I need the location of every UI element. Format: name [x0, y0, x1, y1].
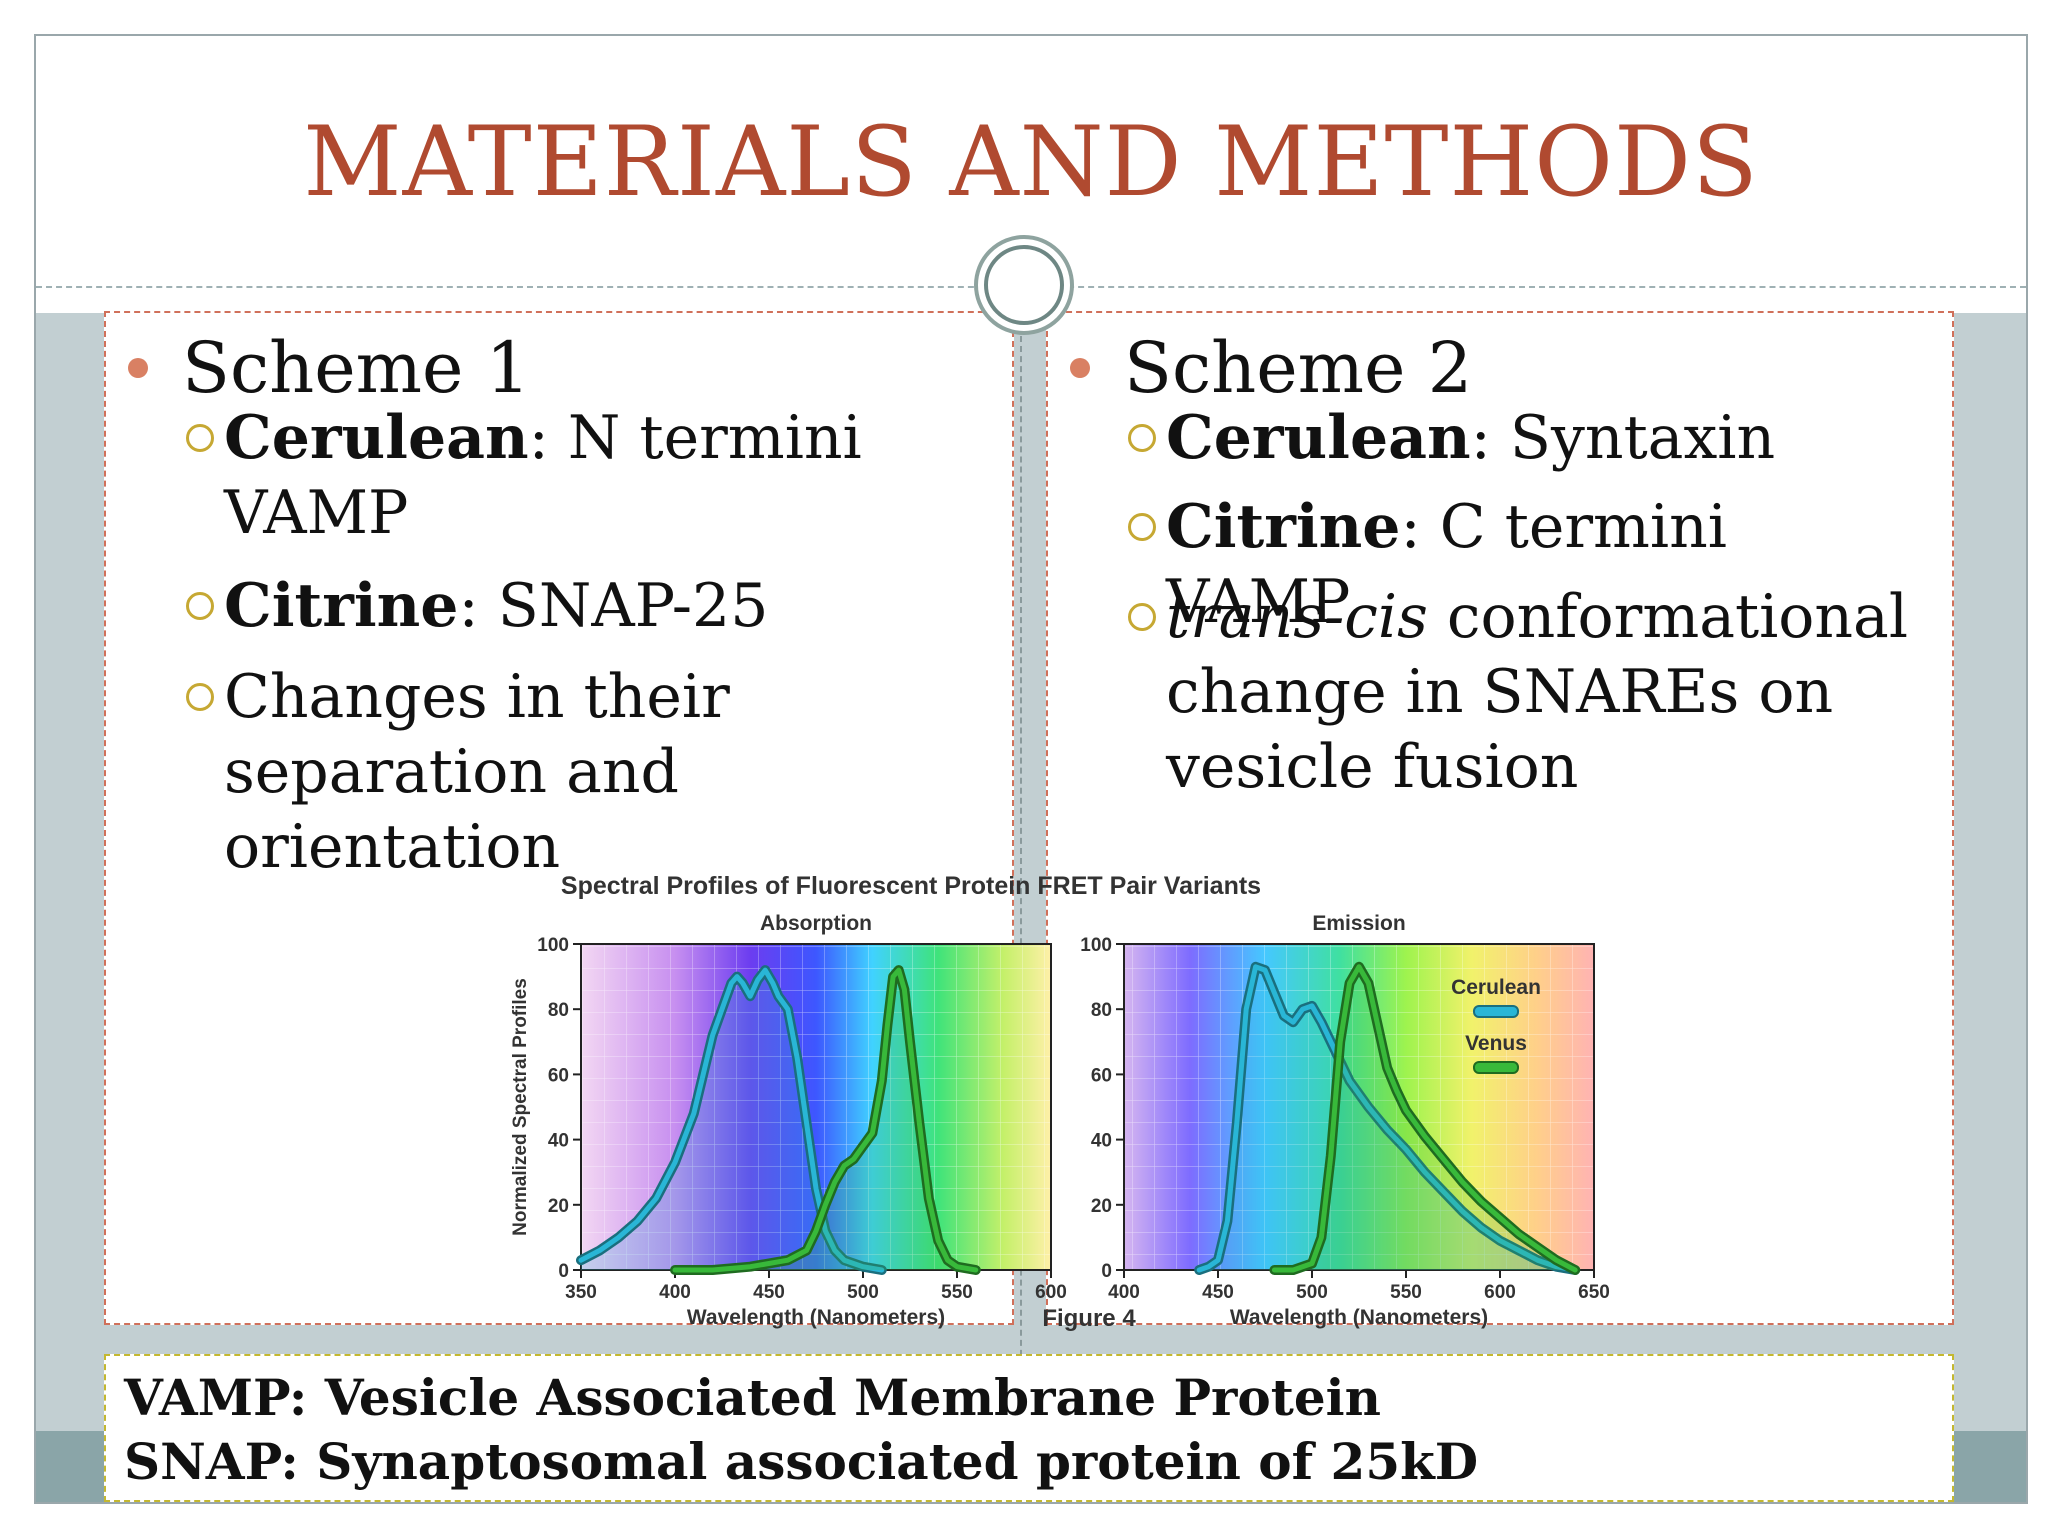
- scheme2-item-text: change in SNAREs on: [1166, 657, 1834, 727]
- header-ring-inner-icon: [984, 245, 1064, 325]
- series-line-venus: [1271, 964, 1578, 1273]
- scheme2-item-text: : C termini VAMP: [1166, 492, 1727, 637]
- bullet-icon: [128, 358, 148, 378]
- scheme1-item-changes: Changes in their separation and orientat…: [224, 660, 984, 885]
- scheme1-item-text: VAMP: [224, 478, 409, 548]
- x-tick-label: 650: [1578, 1282, 1610, 1303]
- citrine-label: Citrine: [1166, 492, 1401, 562]
- y-tick-label: 80: [1091, 1000, 1112, 1021]
- slide: MATERIALS AND METHODS Scheme 1 Cerulean:…: [34, 34, 2028, 1504]
- series-line-venus: [672, 967, 979, 1273]
- absorption-subtitle: Absorption: [760, 912, 872, 935]
- slide-title: MATERIALS AND METHODS: [303, 106, 1759, 218]
- figure-caption: Figure 4: [1042, 1305, 1136, 1332]
- series-area-cerulean: [581, 970, 882, 1270]
- x-tick-label: 600: [1484, 1282, 1516, 1303]
- center-divider: [1020, 336, 1022, 1386]
- bullet-ring-icon: [186, 424, 214, 452]
- scheme1-heading: Scheme 1: [128, 327, 530, 409]
- bullet-ring-icon: [186, 683, 214, 711]
- emission-grid: [1124, 944, 1594, 1270]
- legend-swatch-venus: [1473, 1061, 1519, 1074]
- series-area-cerulean: [1199, 966, 1576, 1270]
- scheme2-item-transcis: trans-cis conformational change in SNARE…: [1166, 580, 1926, 805]
- scheme1-item-text: : N termini: [528, 403, 862, 473]
- citrine-label: Citrine: [224, 571, 459, 641]
- y-tick-label: 40: [1091, 1131, 1112, 1152]
- footnote-box: VAMP: Vesicle Associated Membrane Protei…: [104, 1354, 1954, 1502]
- scheme2-item-text: : Syntaxin: [1470, 403, 1776, 473]
- x-tick-label: 500: [1296, 1282, 1328, 1303]
- chart-title: Spectral Profiles of Fluorescent Protein…: [561, 872, 1261, 900]
- scheme1-item-text: : SNAP-25: [458, 571, 769, 641]
- bullet-ring-icon: [1128, 513, 1156, 541]
- plot-frame: [1123, 943, 1595, 1271]
- plot-frame: [580, 943, 1052, 1271]
- x-tick-label: 400: [1108, 1282, 1140, 1303]
- y-tick-label: 0: [1101, 1261, 1112, 1282]
- scheme1-heading-text: Scheme 1: [182, 327, 531, 409]
- series-area-venus: [1274, 966, 1576, 1270]
- x-tick-label: 450: [1202, 1282, 1234, 1303]
- scheme1-item-text: Changes in their: [224, 662, 730, 732]
- legend-label-venus: Venus: [1465, 1032, 1527, 1055]
- y-tick-label: 40: [548, 1131, 569, 1152]
- trans-cis-term: trans-cis: [1166, 582, 1428, 652]
- x-tick-label: 600: [1035, 1282, 1067, 1303]
- spectral-chart: Spectral Profiles of Fluorescent Protein…: [510, 872, 1610, 1332]
- scheme2-heading: Scheme 2: [1070, 327, 1472, 409]
- y-tick-label: 20: [548, 1196, 569, 1217]
- scheme2-heading-text: Scheme 2: [1124, 327, 1473, 409]
- emission-x-label: Wavelength (Nanometers): [1230, 1306, 1488, 1329]
- scheme2-item-text: conformational: [1427, 582, 1909, 652]
- cerulean-label: Cerulean: [224, 403, 529, 473]
- footnote-snap: SNAP: Synaptosomal associated protein of…: [124, 1432, 1479, 1491]
- series-line-cerulean: [1196, 964, 1578, 1273]
- legend-label-cerulean: Cerulean: [1451, 976, 1541, 999]
- absorption-grid: [581, 944, 1051, 1270]
- y-tick-label: 0: [558, 1261, 569, 1282]
- x-tick-label: 550: [941, 1282, 973, 1303]
- bullet-ring-icon: [1128, 424, 1156, 452]
- scheme2-item-cerulean: Cerulean: Syntaxin: [1166, 401, 1926, 476]
- bullet-ring-icon: [1128, 603, 1156, 631]
- scheme1-item-citrine: Citrine: SNAP-25: [224, 569, 984, 644]
- y-tick-label: 100: [537, 935, 569, 956]
- cerulean-label: Cerulean: [1166, 403, 1471, 473]
- scheme1-item-cerulean: Cerulean: N termini VAMP: [224, 401, 984, 551]
- legend-swatch-cerulean: [1473, 1005, 1519, 1018]
- footnote-vamp: VAMP: Vesicle Associated Membrane Protei…: [124, 1368, 1381, 1427]
- figure-4: Spectral Profiles of Fluorescent Protein…: [186, 836, 1636, 1346]
- y-tick-label: 60: [1091, 1065, 1112, 1086]
- scheme2-item-citrine: Citrine: C termini VAMP: [1166, 490, 1926, 640]
- y-tick-label: 60: [548, 1065, 569, 1086]
- x-tick-label: 500: [847, 1282, 879, 1303]
- y-tick-label: 20: [1091, 1196, 1112, 1217]
- emission-subtitle: Emission: [1312, 912, 1405, 935]
- x-tick-label: 400: [659, 1282, 691, 1303]
- x-tick-label: 550: [1390, 1282, 1422, 1303]
- series-area-venus: [675, 970, 976, 1270]
- bullet-icon: [1070, 358, 1090, 378]
- y-tick-label: 100: [1080, 935, 1112, 956]
- y-axis-label: Normalized Spectral Profiles: [510, 978, 531, 1236]
- bullet-ring-icon: [186, 592, 214, 620]
- x-tick-label: 450: [753, 1282, 785, 1303]
- scheme2-item-text: vesicle fusion: [1166, 732, 1579, 802]
- absorption-x-label: Wavelength (Nanometers): [687, 1306, 945, 1329]
- scheme1-item-text: separation and orientation: [224, 737, 679, 882]
- x-tick-label: 350: [565, 1282, 597, 1303]
- y-tick-label: 80: [548, 1000, 569, 1021]
